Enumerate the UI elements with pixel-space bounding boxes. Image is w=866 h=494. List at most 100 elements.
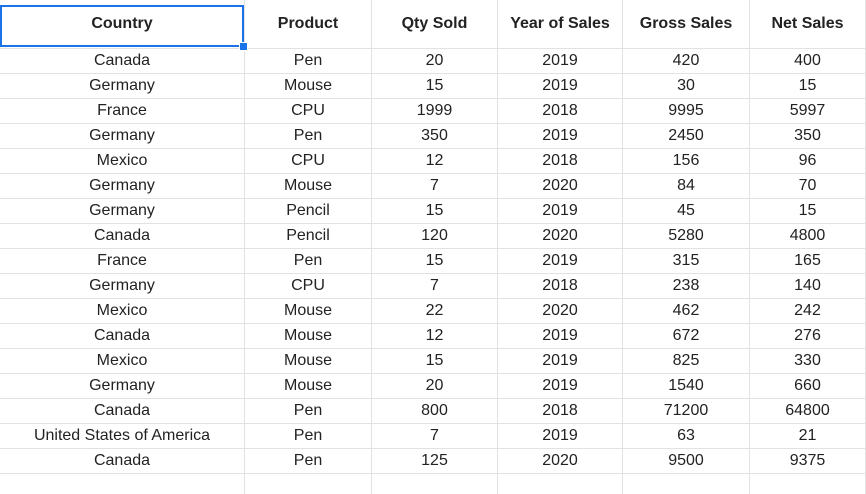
- cell[interactable]: 330: [750, 349, 866, 374]
- empty-cell[interactable]: [750, 474, 866, 494]
- cell[interactable]: 2019: [498, 349, 623, 374]
- cell[interactable]: Mexico: [0, 299, 245, 324]
- cell[interactable]: 2020: [498, 299, 623, 324]
- empty-cell[interactable]: [623, 474, 750, 494]
- cell[interactable]: 2019: [498, 424, 623, 449]
- cell[interactable]: Pen: [245, 449, 372, 474]
- cell[interactable]: 2019: [498, 199, 623, 224]
- cell[interactable]: Germany: [0, 374, 245, 399]
- cell[interactable]: 1999: [372, 99, 498, 124]
- cell[interactable]: 825: [623, 349, 750, 374]
- cell[interactable]: 2020: [498, 174, 623, 199]
- cell[interactable]: 96: [750, 149, 866, 174]
- cell[interactable]: 315: [623, 249, 750, 274]
- cell[interactable]: United States of America: [0, 424, 245, 449]
- cell[interactable]: 21: [750, 424, 866, 449]
- cell[interactable]: 276: [750, 324, 866, 349]
- cell[interactable]: Canada: [0, 49, 245, 74]
- cell[interactable]: 15: [750, 199, 866, 224]
- cell[interactable]: 9500: [623, 449, 750, 474]
- cell[interactable]: 9995: [623, 99, 750, 124]
- cell[interactable]: 1540: [623, 374, 750, 399]
- cell[interactable]: Mexico: [0, 149, 245, 174]
- header-cell[interactable]: Product: [245, 0, 372, 49]
- cell[interactable]: 140: [750, 274, 866, 299]
- cell[interactable]: 420: [623, 49, 750, 74]
- header-cell[interactable]: Gross Sales: [623, 0, 750, 49]
- cell[interactable]: Mouse: [245, 74, 372, 99]
- cell[interactable]: 2019: [498, 374, 623, 399]
- cell[interactable]: Germany: [0, 199, 245, 224]
- cell[interactable]: 84: [623, 174, 750, 199]
- cell[interactable]: 462: [623, 299, 750, 324]
- cell[interactable]: 15: [372, 199, 498, 224]
- cell[interactable]: 350: [750, 124, 866, 149]
- header-cell[interactable]: Country: [0, 0, 245, 49]
- cell[interactable]: Mouse: [245, 324, 372, 349]
- cell[interactable]: 15: [372, 74, 498, 99]
- cell[interactable]: CPU: [245, 99, 372, 124]
- cell[interactable]: 2020: [498, 449, 623, 474]
- cell[interactable]: 165: [750, 249, 866, 274]
- cell[interactable]: 350: [372, 124, 498, 149]
- cell[interactable]: 20: [372, 374, 498, 399]
- cell[interactable]: Pen: [245, 424, 372, 449]
- cell[interactable]: 800: [372, 399, 498, 424]
- cell[interactable]: Canada: [0, 399, 245, 424]
- cell[interactable]: 71200: [623, 399, 750, 424]
- cell[interactable]: France: [0, 249, 245, 274]
- empty-cell[interactable]: [0, 474, 245, 494]
- cell[interactable]: 125: [372, 449, 498, 474]
- cell[interactable]: Canada: [0, 224, 245, 249]
- cell[interactable]: 2450: [623, 124, 750, 149]
- cell[interactable]: CPU: [245, 274, 372, 299]
- cell[interactable]: 22: [372, 299, 498, 324]
- cell[interactable]: Canada: [0, 449, 245, 474]
- cell[interactable]: 30: [623, 74, 750, 99]
- cell[interactable]: 238: [623, 274, 750, 299]
- cell[interactable]: Germany: [0, 74, 245, 99]
- cell[interactable]: 9375: [750, 449, 866, 474]
- cell[interactable]: France: [0, 99, 245, 124]
- cell[interactable]: Pen: [245, 124, 372, 149]
- cell[interactable]: 120: [372, 224, 498, 249]
- cell[interactable]: Mouse: [245, 299, 372, 324]
- cell[interactable]: Pencil: [245, 199, 372, 224]
- cell[interactable]: 20: [372, 49, 498, 74]
- empty-cell[interactable]: [245, 474, 372, 494]
- cell[interactable]: Mouse: [245, 374, 372, 399]
- cell[interactable]: 64800: [750, 399, 866, 424]
- cell[interactable]: 2019: [498, 249, 623, 274]
- cell[interactable]: 2019: [498, 324, 623, 349]
- cell[interactable]: 242: [750, 299, 866, 324]
- cell[interactable]: 2019: [498, 49, 623, 74]
- cell[interactable]: Mexico: [0, 349, 245, 374]
- cell[interactable]: Canada: [0, 324, 245, 349]
- cell[interactable]: 156: [623, 149, 750, 174]
- empty-cell[interactable]: [372, 474, 498, 494]
- fill-handle[interactable]: [239, 42, 248, 51]
- cell[interactable]: 2020: [498, 224, 623, 249]
- cell[interactable]: 7: [372, 424, 498, 449]
- empty-cell[interactable]: [498, 474, 623, 494]
- cell[interactable]: Germany: [0, 124, 245, 149]
- cell[interactable]: Mouse: [245, 349, 372, 374]
- cell[interactable]: 2019: [498, 74, 623, 99]
- cell[interactable]: 15: [372, 249, 498, 274]
- cell[interactable]: 70: [750, 174, 866, 199]
- cell[interactable]: Germany: [0, 174, 245, 199]
- cell[interactable]: Pencil: [245, 224, 372, 249]
- cell[interactable]: Pen: [245, 399, 372, 424]
- cell[interactable]: 7: [372, 174, 498, 199]
- cell[interactable]: Pen: [245, 249, 372, 274]
- cell[interactable]: 7: [372, 274, 498, 299]
- cell[interactable]: 2018: [498, 149, 623, 174]
- header-cell[interactable]: Year of Sales: [498, 0, 623, 49]
- cell[interactable]: 400: [750, 49, 866, 74]
- cell[interactable]: CPU: [245, 149, 372, 174]
- cell[interactable]: 2018: [498, 99, 623, 124]
- cell[interactable]: Mouse: [245, 174, 372, 199]
- cell[interactable]: 15: [372, 349, 498, 374]
- cell[interactable]: 672: [623, 324, 750, 349]
- header-cell[interactable]: Qty Sold: [372, 0, 498, 49]
